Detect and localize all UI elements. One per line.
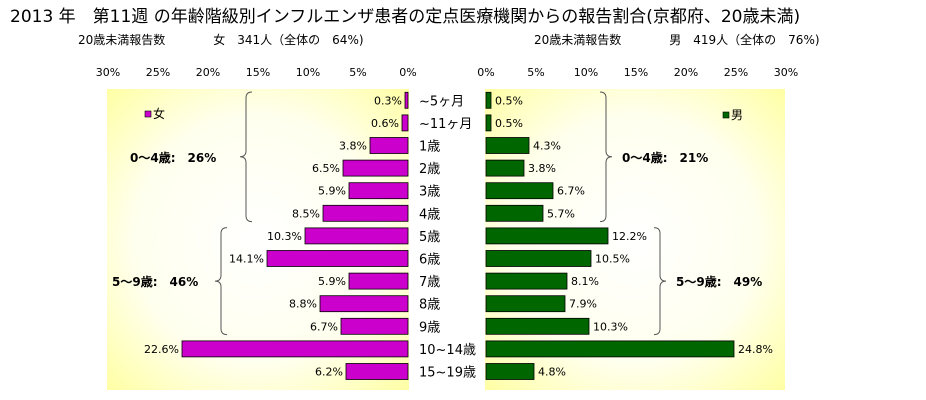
male-data-label: 8.1% [571, 275, 599, 288]
age-category-label: 1歳 [419, 140, 440, 155]
male-legend-label: 男 [731, 108, 743, 122]
age-category-label: 9歳 [419, 320, 440, 335]
male-bar [485, 317, 590, 335]
male-bar [485, 363, 535, 380]
female-bar [266, 250, 409, 267]
female-data-label: 3.8% [339, 140, 367, 153]
male-data-label: 24.8% [738, 343, 773, 356]
female-legend-label: 女 [153, 106, 165, 121]
male-group-brace [653, 227, 667, 336]
male-bar [485, 295, 566, 313]
female-bar [340, 317, 409, 335]
male-x-tick-label: 30% [774, 66, 798, 79]
female-bar [404, 91, 409, 109]
male-data-label: 3.8% [528, 162, 556, 175]
male-x-tick-label: 5% [527, 66, 544, 79]
female-bar [348, 182, 409, 200]
female-data-label: 6.5% [312, 162, 340, 175]
female-bar [304, 227, 409, 245]
female-bar [369, 137, 409, 154]
male-data-label: 0.5% [495, 117, 523, 130]
male-data-label: 12.2% [612, 230, 647, 243]
female-group-brace [214, 227, 228, 336]
male-group-label: 5～9歳: 49% [676, 274, 762, 289]
male-x-tick-label: 10% [574, 66, 598, 79]
female-header: 20歳未満報告数 女 341人（全体の 64%) [78, 33, 364, 47]
female-bar [342, 159, 409, 177]
male-bar [485, 340, 735, 358]
male-data-label: 6.7% [557, 185, 585, 198]
female-data-label: 0.3% [374, 94, 402, 107]
male-x-tick-label: 25% [724, 66, 748, 79]
male-group-label: 0～4歳: 21% [622, 150, 708, 165]
age-category-label: 10~14歳 [419, 343, 476, 358]
female-data-label: 6.7% [310, 320, 338, 333]
male-bar [485, 227, 609, 245]
male-header: 20歳未満報告数 男 419人（全体の 76%) [534, 33, 820, 47]
female-data-label: 14.1% [229, 253, 264, 266]
male-data-label: 7.9% [569, 298, 597, 311]
age-category-label: 7歳 [419, 275, 440, 290]
female-data-label: 6.2% [315, 366, 343, 379]
male-bar [485, 137, 530, 154]
female-x-tick-label: 10% [296, 66, 320, 79]
age-category-label: ~5ヶ月 [419, 94, 464, 109]
female-bar [322, 204, 409, 222]
male-legend-swatch [722, 111, 730, 119]
female-bar [319, 295, 409, 313]
female-legend-swatch [144, 110, 152, 118]
male-x-tick-label: 20% [674, 66, 698, 79]
female-group-label: 0～4歳: 26% [130, 150, 216, 165]
female-x-tick-label: 30% [96, 66, 120, 79]
female-data-label: 5.9% [318, 275, 346, 288]
female-bar [181, 340, 409, 358]
male-bar [485, 182, 554, 200]
age-category-label: 3歳 [419, 185, 440, 200]
female-data-label: 22.6% [144, 343, 179, 356]
age-category-label: 6歳 [419, 253, 440, 268]
female-x-tick-label: 0% [399, 66, 416, 79]
age-category-label: 15~19歳 [419, 366, 476, 381]
age-category-label: 2歳 [419, 162, 440, 177]
female-data-label: 10.3% [267, 230, 302, 243]
age-category-label: 8歳 [419, 298, 440, 313]
male-x-tick-label: 15% [624, 66, 648, 79]
male-x-tick-label: 0% [477, 66, 494, 79]
male-data-label: 10.3% [593, 320, 628, 333]
male-bar [485, 204, 544, 222]
male-data-label: 0.5% [495, 94, 523, 107]
female-x-tick-label: 25% [146, 66, 170, 79]
male-bar [485, 250, 592, 267]
female-group-label: 5～9歳: 46% [112, 274, 198, 289]
female-bar [348, 272, 409, 290]
age-category-label: ~11ヶ月 [419, 117, 472, 132]
chart-title: 2013 年 第11週 の年齢階級別インフルエンザ患者の定点医療機関からの報告割… [10, 7, 801, 27]
male-data-label: 4.8% [538, 366, 566, 379]
female-data-label: 5.9% [318, 185, 346, 198]
male-data-label: 10.5% [595, 253, 630, 266]
female-x-tick-label: 20% [196, 66, 220, 79]
male-bar [485, 114, 492, 132]
male-data-label: 4.3% [533, 140, 561, 153]
female-bar [345, 363, 409, 380]
female-data-label: 8.8% [289, 298, 317, 311]
female-data-label: 0.6% [371, 117, 399, 130]
female-group-brace [239, 91, 253, 223]
female-x-tick-label: 5% [349, 66, 366, 79]
male-bar [485, 91, 492, 109]
male-bar [485, 272, 568, 290]
male-data-label: 5.7% [547, 207, 575, 220]
female-x-tick-label: 15% [246, 66, 270, 79]
age-category-label: 4歳 [419, 207, 440, 222]
age-category-label: 5歳 [419, 230, 440, 245]
male-bar [485, 159, 525, 177]
male-group-brace [599, 91, 613, 223]
female-data-label: 8.5% [292, 207, 320, 220]
female-bar [401, 114, 409, 132]
